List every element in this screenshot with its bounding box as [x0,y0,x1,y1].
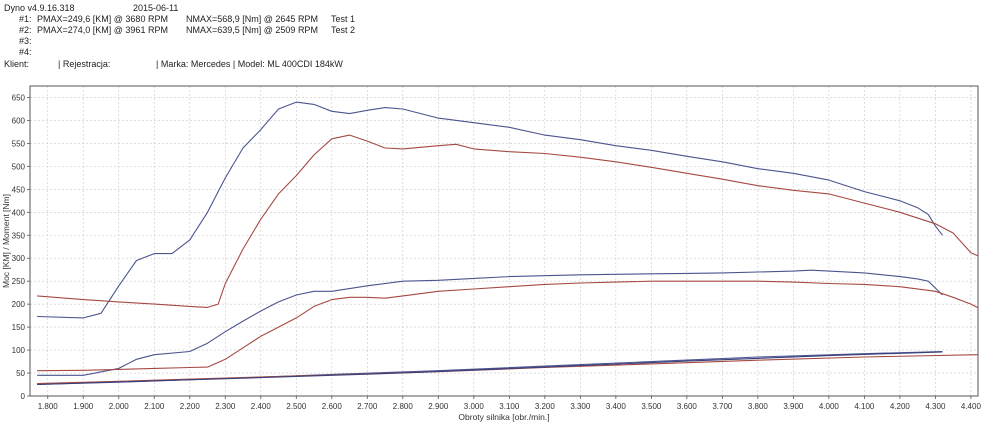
y-tick-label: 150 [12,323,26,332]
y-axis-ticks: 0 50 100 150 200 250 300 350 400 450 500 550 600 650 [12,93,30,401]
x-tick-label: 3.300 [570,402,591,411]
test-4-id: #4: [19,47,32,57]
y-tick-label: 200 [12,300,26,309]
x-tick-label: 2.500 [286,402,307,411]
y-tick-label: 50 [16,369,25,378]
series-line-7 [37,351,943,386]
report-date: 2015-06-11 [133,3,179,13]
x-tick-label: 3.800 [748,402,769,411]
x-tick-label: 4.200 [890,402,911,411]
x-tick-label: 2.300 [215,402,236,411]
series-line-2 [37,134,979,308]
test-1-name: Test 1 [331,14,356,24]
test-2-pmax: PMAX=274,0 [KM] @ 3961 RPM [37,25,168,35]
y-tick-label: 250 [12,277,26,286]
series-line-3 [37,269,943,376]
y-axis-label: Moc [KM] / Moment [Nm] [1,194,11,288]
x-tick-label: 4.400 [961,402,982,411]
registration-label: | Rejestracja: [58,59,111,69]
x-tick-label: 3.600 [677,402,698,411]
x-tick-label: 2.400 [251,402,272,411]
x-tick-label: 1.800 [38,402,59,411]
y-tick-label: 300 [12,254,26,263]
test-1-pmax: PMAX=249,6 [KM] @ 3680 RPM [37,14,168,24]
vehicle-info: | Marka: Mercedes | Model: ML 400CDI 184… [156,59,343,69]
test-1-nmax: NMAX=568,9 [Nm] @ 2645 RPM [186,14,318,24]
plot-frame [29,85,979,397]
x-tick-label: 3.500 [641,402,662,411]
x-tick-label: 3.100 [499,402,520,411]
x-tick-label: 3.000 [464,402,485,411]
y-tick-label: 450 [12,185,26,194]
test-3-id: #3: [19,36,32,46]
y-tick-label: 350 [12,231,26,240]
series-group [37,101,979,386]
x-tick-label: 4.300 [925,402,946,411]
test-2-name: Test 2 [331,25,356,35]
chart-grid [30,86,978,397]
x-tick-label: 3.700 [712,402,733,411]
x-tick-label: 1.900 [73,402,94,411]
x-tick-label: 2.700 [357,402,378,411]
test-2-id: #2: [19,25,32,35]
x-tick-label: 2.000 [109,402,130,411]
series-line-1 [37,101,943,319]
x-tick-label: 4.000 [819,402,840,411]
y-tick-label: 650 [12,93,26,102]
series-line-4 [37,280,979,372]
app-version: Dyno v4.9.16.318 [4,3,75,13]
x-tick-label: 2.900 [428,402,449,411]
y-tick-label: 500 [12,162,26,171]
x-tick-label: 2.800 [393,402,414,411]
x-tick-label: 2.200 [180,402,201,411]
x-tick-label: 2.600 [322,402,343,411]
test-1-id: #1: [19,14,32,24]
y-tick-label: 600 [12,116,26,125]
y-tick-label: 400 [12,208,26,217]
y-tick-label: 0 [21,392,26,401]
x-axis-ticks: 1.800 1.900 2.000 2.100 2.200 2.300 2.400 2.500… [38,396,982,411]
x-axis-label: Obroty silnika [obr./min.] [458,412,549,422]
x-tick-label: 2.100 [144,402,165,411]
y-tick-label: 100 [12,346,26,355]
x-tick-label: 4.100 [854,402,875,411]
client-label: Klient: [4,59,30,69]
y-tick-label: 550 [12,139,26,148]
test-2-nmax: NMAX=639,5 [Nm] @ 2509 RPM [186,25,318,35]
x-tick-label: 3.200 [535,402,556,411]
x-tick-label: 3.400 [606,402,627,411]
x-tick-label: 3.900 [783,402,804,411]
